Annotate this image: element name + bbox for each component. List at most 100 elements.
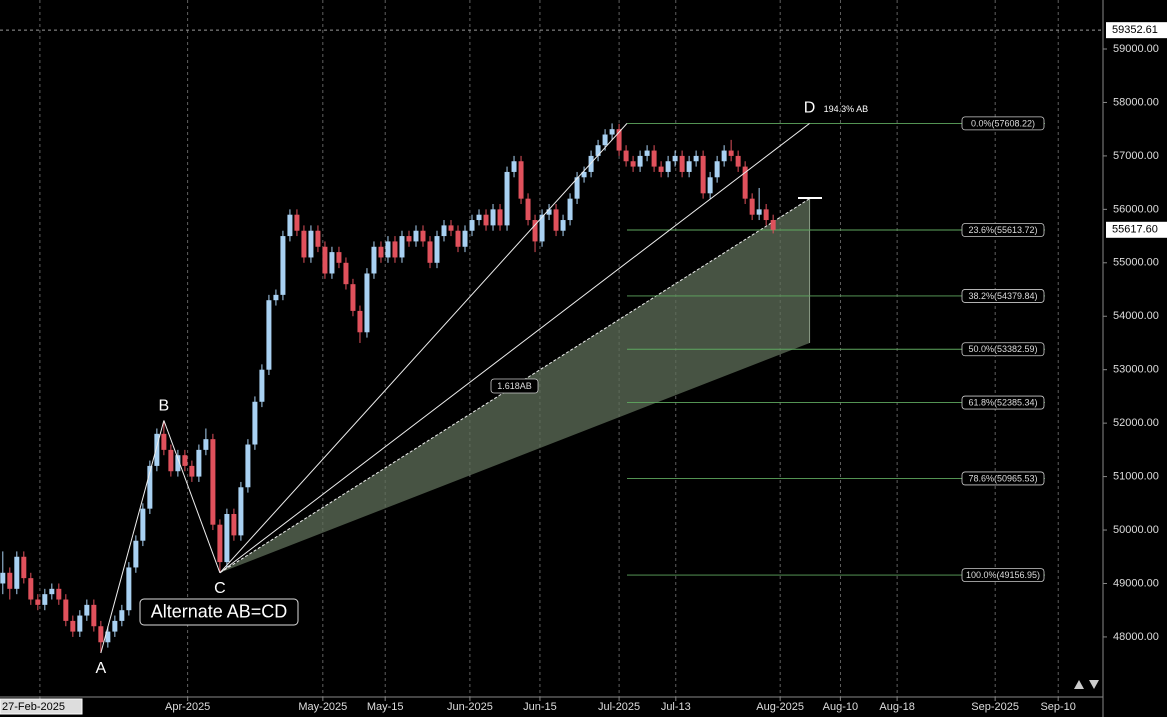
candle-body (630, 161, 636, 167)
pattern-leg (100, 420, 165, 654)
candle-body (525, 198, 531, 221)
candle-body (231, 513, 237, 536)
crosshair-price-box (1106, 22, 1167, 39)
candle-body (511, 161, 517, 172)
x-tick-label-box (0, 698, 83, 715)
candle-body (679, 155, 685, 172)
axes: 48000.00 49000.00 50000.00 51000.00 52000.00… (0, 43, 1159, 715)
candle-body (336, 252, 342, 263)
candle-body (266, 300, 272, 370)
fib-label-box (961, 342, 1045, 357)
y-tick-label: 50000.00 (1113, 524, 1159, 536)
candle-body (63, 599, 69, 621)
down-arrow[interactable] (1089, 680, 1099, 689)
d-annotation: 194.3% AB (824, 104, 869, 114)
pattern-ray (219, 123, 628, 574)
y-tick-label: 59000.00 (1113, 43, 1159, 55)
pattern-title-box (139, 598, 299, 626)
candle-body (280, 236, 286, 295)
candle-body (616, 129, 622, 151)
candle-body (133, 540, 139, 568)
candle-body (301, 230, 307, 258)
candle-body (161, 433, 167, 450)
y-tick-label: 55000.00 (1113, 257, 1159, 269)
pattern-point-label: C (214, 580, 226, 597)
crosshair-price: 59352.61 (1112, 24, 1158, 36)
candle-body (707, 177, 713, 194)
candle-body (175, 455, 181, 472)
candle-body (588, 155, 594, 172)
candle-body (553, 209, 559, 231)
candle-body (140, 508, 146, 541)
candle-body (763, 209, 769, 221)
scroll-arrows[interactable] (1074, 680, 1099, 689)
candle-body (651, 150, 657, 167)
candle-body (518, 161, 524, 199)
fib-label: 61.8%(52385.34) (968, 397, 1037, 407)
candle-body (609, 129, 615, 135)
pattern-title: Alternate AB=CD (151, 601, 288, 621)
candle-body (735, 155, 741, 167)
projection-label: 1.618AB (497, 381, 532, 391)
candle-body (497, 209, 503, 226)
fib-label: 0.0%(57608.22) (971, 118, 1035, 128)
candle-body (84, 604, 90, 616)
candle-body (399, 236, 405, 258)
y-tick-label: 54000.00 (1113, 310, 1159, 322)
candle-body (490, 209, 496, 226)
candle-body (21, 556, 27, 579)
candle-body (686, 161, 692, 172)
pattern-point-label: D (804, 100, 816, 117)
candle-body (49, 588, 55, 595)
candle-body (147, 465, 153, 509)
candle-body (357, 310, 363, 333)
candle-body (476, 214, 482, 221)
fib-label-box (961, 471, 1045, 486)
candle-body (420, 230, 426, 242)
candle-body (91, 604, 97, 627)
candle-body (434, 236, 440, 263)
candle-body (259, 369, 265, 402)
x-tick-label: 27-Feb-2025 (2, 701, 65, 713)
candle-body (700, 155, 706, 194)
candle-body (196, 449, 202, 477)
y-tick-label: 51000.00 (1113, 470, 1159, 482)
candle-body (77, 615, 83, 632)
candle-body (756, 209, 762, 215)
candle-body (644, 150, 650, 156)
candle-body (427, 241, 433, 263)
fib-label-box (961, 223, 1045, 237)
candle-body (742, 166, 748, 199)
candle-body (455, 230, 461, 247)
x-tick-label: Jul-13 (661, 701, 691, 713)
up-arrow[interactable] (1074, 680, 1084, 689)
candle-body (385, 241, 391, 258)
candle-body (238, 487, 244, 536)
y-tick-label: 56000.00 (1113, 203, 1159, 215)
candle-body (749, 198, 755, 215)
fib-label: 23.6%(55613.72) (968, 225, 1037, 235)
pattern-point-label: A (96, 660, 107, 677)
fib-label: 50.0%(53382.59) (968, 344, 1037, 354)
x-tick-label: May-15 (367, 701, 404, 713)
x-tick-label: Aug-2025 (756, 701, 804, 713)
y-tick-label: 58000.00 (1113, 96, 1159, 108)
fib-label: 38.2%(54379.84) (968, 291, 1037, 301)
candle-body (602, 134, 608, 146)
candle-body (168, 449, 174, 472)
candle-body (329, 252, 335, 274)
candle-body (560, 220, 566, 231)
candle-body (378, 246, 384, 258)
candle-body (770, 220, 776, 230)
pattern-leg (219, 123, 810, 574)
candle-body (287, 214, 293, 237)
candle-body (203, 439, 209, 450)
y-tick-label: 57000.00 (1113, 150, 1159, 162)
last-price: 55617.60 (1112, 224, 1158, 236)
projection-line (219, 198, 810, 574)
fib-label-box (961, 395, 1045, 410)
candle-body (532, 220, 538, 242)
candle-body (28, 578, 34, 600)
candle-body (273, 294, 279, 301)
